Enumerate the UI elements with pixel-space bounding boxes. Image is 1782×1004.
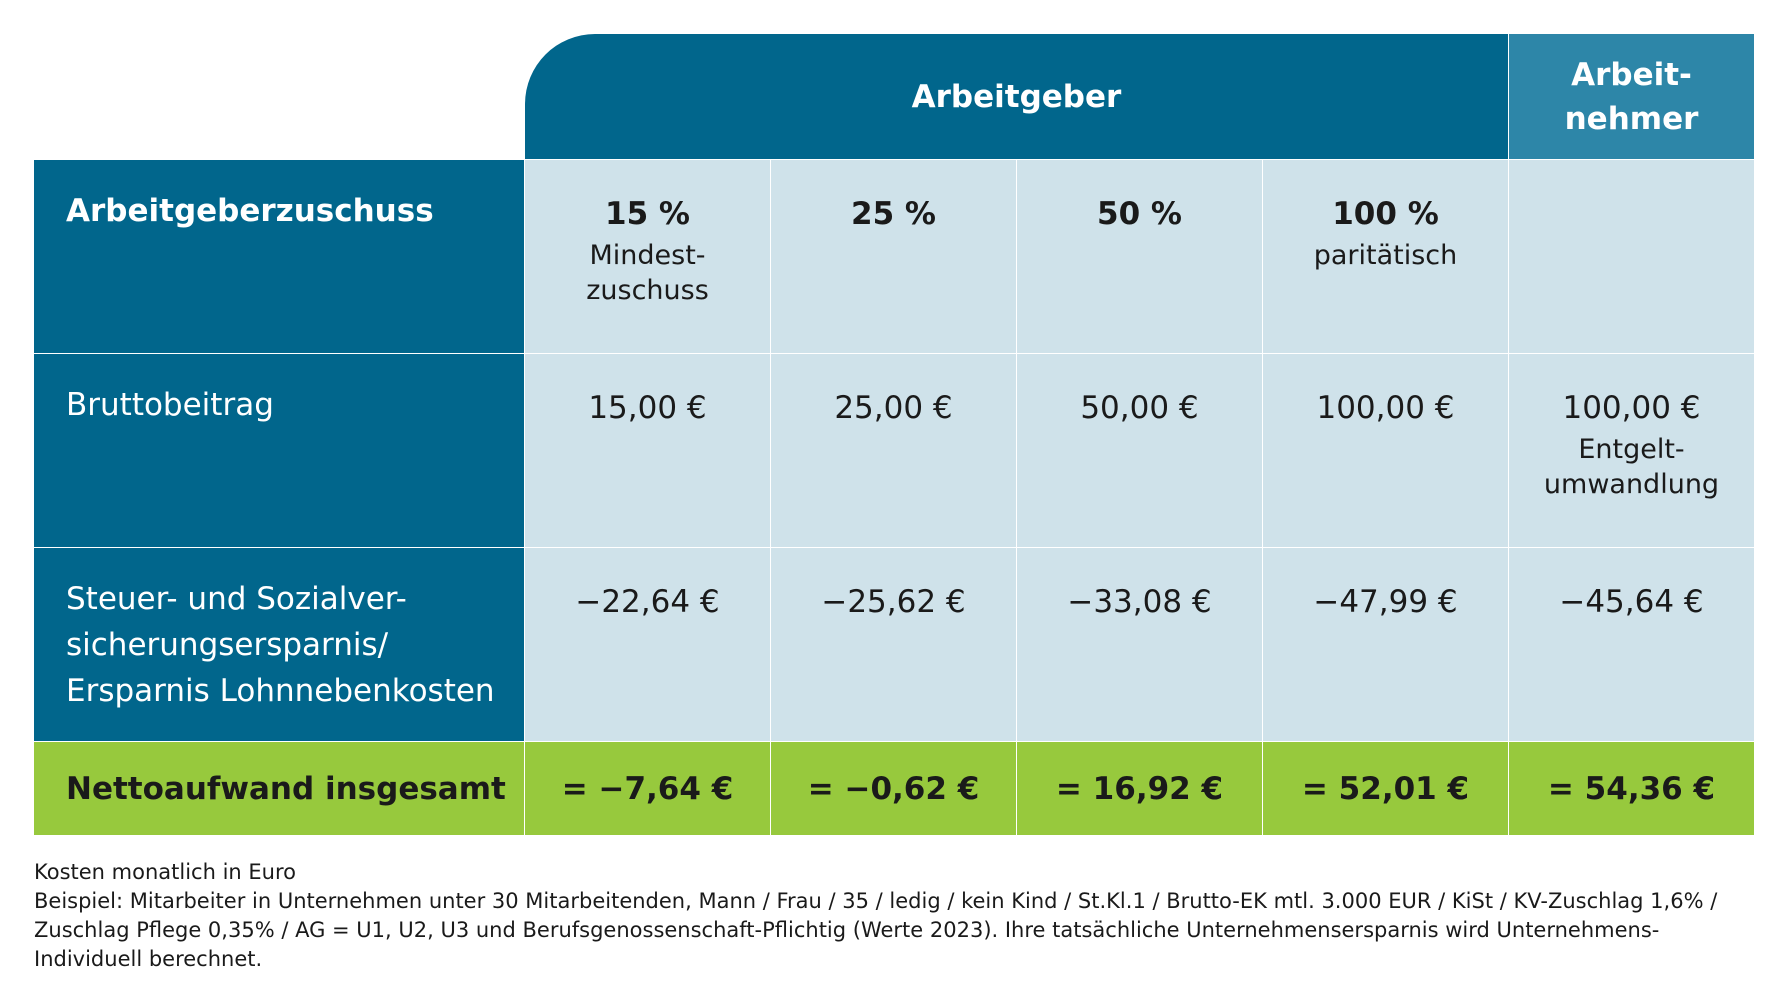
ersparnis-label-line2: sicherungsersparnis/ [66,627,389,663]
netto-value: = 52,01 € [1263,742,1508,835]
brutto-value: 50,00 € [1080,390,1199,426]
ersparnis-value: −25,62 € [821,584,966,620]
zuschuss-value: 50 % [1097,196,1182,232]
zuschuss-note-2: zuschuss [586,275,709,306]
header-blank [34,34,524,159]
ersparnis-value: −33,08 € [1067,584,1212,620]
zuschuss-cell: 100 % paritätisch [1263,160,1508,353]
ersparnis-cell: −25,62 € [771,548,1016,741]
netto-value: = 54,36 € [1509,742,1754,835]
header-arbeitgeber: Arbeitgeber [525,34,1508,159]
brutto-cell: 15,00 € [525,354,770,547]
zuschuss-value: 25 % [851,196,936,232]
ersparnis-value: −45,64 € [1559,584,1704,620]
zuschuss-value: 100 % [1332,196,1439,232]
ersparnis-cell: −45,64 € [1509,548,1754,741]
brutto-cell: 25,00 € [771,354,1016,547]
zuschuss-value: 15 % [605,196,690,232]
ersparnis-value: −47,99 € [1313,584,1458,620]
footnotes: Kosten monatlich in Euro Beispiel: Mitar… [34,858,1754,974]
row-label-netto: Nettoaufwand insgesamt [34,742,524,835]
brutto-cell: 100,00 € Entgelt- umwandlung [1509,354,1754,547]
netto-value: = −7,64 € [525,742,770,835]
brutto-value: 100,00 € [1316,390,1455,426]
zuschuss-note: paritätisch [1313,240,1458,271]
ersparnis-value: −22,64 € [575,584,720,620]
header-arbeitgeber-text: Arbeitgeber [911,78,1122,115]
ersparnis-cell: −47,99 € [1263,548,1508,741]
header-arbeitnehmer-line1: Arbeit- [1571,56,1692,93]
brutto-value: 100,00 € [1562,390,1701,426]
brutto-cell: 50,00 € [1017,354,1262,547]
brutto-cell: 100,00 € [1263,354,1508,547]
zuschuss-cell: 15 % Mindest- zuschuss [525,160,770,353]
zuschuss-cell: 25 % [771,160,1016,353]
ersparnis-label-line1: Steuer- und Sozialver- [66,581,407,617]
brutto-value: 25,00 € [834,390,953,426]
netto-value: = 16,92 € [1017,742,1262,835]
footnote-units: Kosten monatlich in Euro [34,860,296,884]
footnote-example: Beispiel: Mitarbeiter in Unternehmen unt… [34,889,1718,971]
brutto-value: 15,00 € [588,390,707,426]
zuschuss-cell: 50 % [1017,160,1262,353]
header-arbeitnehmer-line2: nehmer [1564,100,1699,137]
row-label-brutto: Bruttobeitrag [34,354,524,547]
netto-value: = −0,62 € [771,742,1016,835]
row-label-ersparnis: Steuer- und Sozialver- sicherungsersparn… [34,548,524,741]
comparison-table: Arbeitgeber Arbeit-nehmer Arbeitgeberzus… [34,34,1754,835]
ersparnis-label-line3: Ersparnis Lohnnebenkosten [66,673,495,709]
brutto-note: Entgelt- [1578,434,1685,465]
zuschuss-cell-empty [1509,160,1754,353]
header-arbeitnehmer: Arbeit-nehmer [1509,34,1754,159]
row-label-zuschuss: Arbeitgeberzuschuss [34,160,524,353]
ersparnis-cell: −33,08 € [1017,548,1262,741]
ersparnis-cell: −22,64 € [525,548,770,741]
brutto-note-2: umwandlung [1543,469,1720,500]
zuschuss-note: Mindest- [589,240,706,271]
